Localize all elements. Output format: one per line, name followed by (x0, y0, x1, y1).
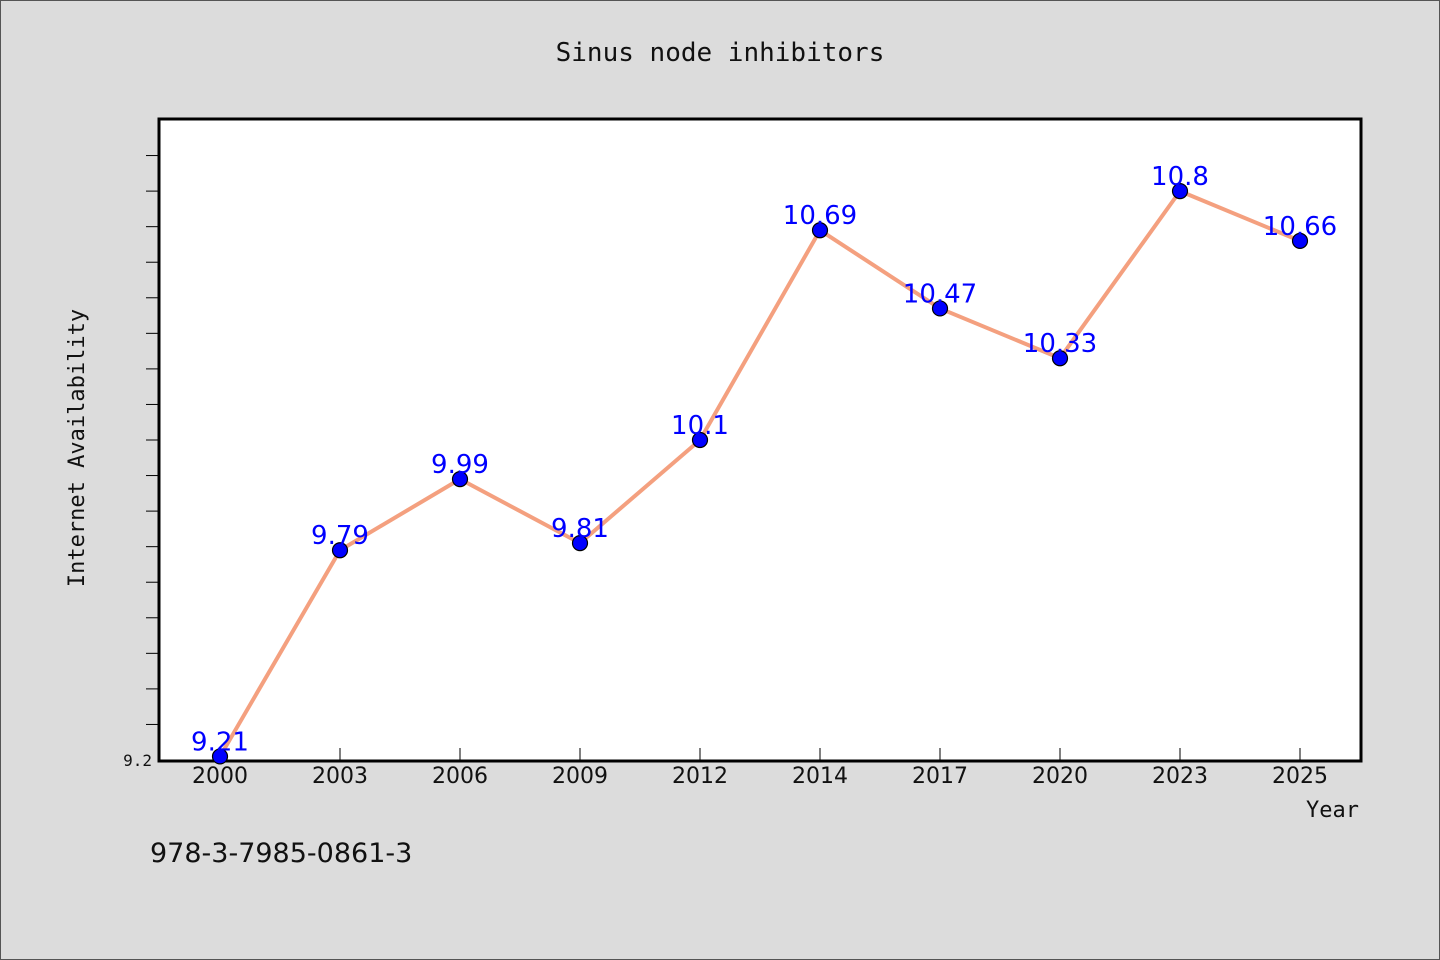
data-point (451, 471, 469, 488)
data-point (1171, 183, 1189, 200)
footer-text: 978-3-7985-0861-3 (150, 838, 412, 869)
data-label: 10.69 (783, 201, 857, 231)
data-label: 9.79 (311, 521, 369, 551)
x-tick-label: 2006 (432, 764, 488, 789)
y-axis-label: Internet Availability (65, 309, 90, 587)
x-axis-ticks: 2000 2003 2006 2009 2012 2014 2017 2020 2023 2025 (192, 748, 1328, 789)
data-point (331, 542, 349, 559)
x-tick-label: 2014 (792, 764, 848, 789)
data-label: 10.1 (671, 411, 729, 441)
plot-area (157, 117, 1363, 763)
data-point (1291, 232, 1309, 249)
x-tick-label: 2003 (312, 764, 368, 789)
data-point (811, 222, 829, 239)
data-label: 9.21 (191, 727, 249, 757)
x-tick-label: 2017 (912, 764, 968, 789)
x-tick-label: 2012 (672, 764, 728, 789)
series-line (218, 189, 1302, 759)
data-point (211, 748, 229, 765)
data-point (931, 300, 949, 317)
x-tick-label: 2023 (1152, 764, 1208, 789)
y-tick-label: 9.2 (123, 751, 152, 770)
x-tick-label: 2020 (1032, 764, 1088, 789)
data-label: 10.47 (903, 279, 977, 309)
y-axis-ticks: 9.2 (123, 155, 158, 770)
data-point (1051, 350, 1069, 367)
series-group: 9.21 9.79 9.99 9.81 10.1 10.69 10.47 10.33 10.8 1… (191, 162, 1337, 765)
data-point (691, 431, 709, 449)
x-tick-label: 2009 (552, 764, 608, 789)
x-tick-label: 2025 (1272, 764, 1328, 789)
data-label: 9.99 (431, 450, 489, 480)
data-point (571, 535, 589, 552)
data-label: 10.8 (1151, 162, 1209, 192)
data-label: 10.33 (1023, 329, 1097, 359)
chart-title: Sinus node inhibitors (556, 38, 885, 68)
x-tick-label: 2000 (192, 764, 248, 789)
data-label: 9.81 (551, 514, 609, 544)
data-label: 10.66 (1263, 212, 1337, 242)
x-axis-label: Year (1306, 798, 1359, 823)
